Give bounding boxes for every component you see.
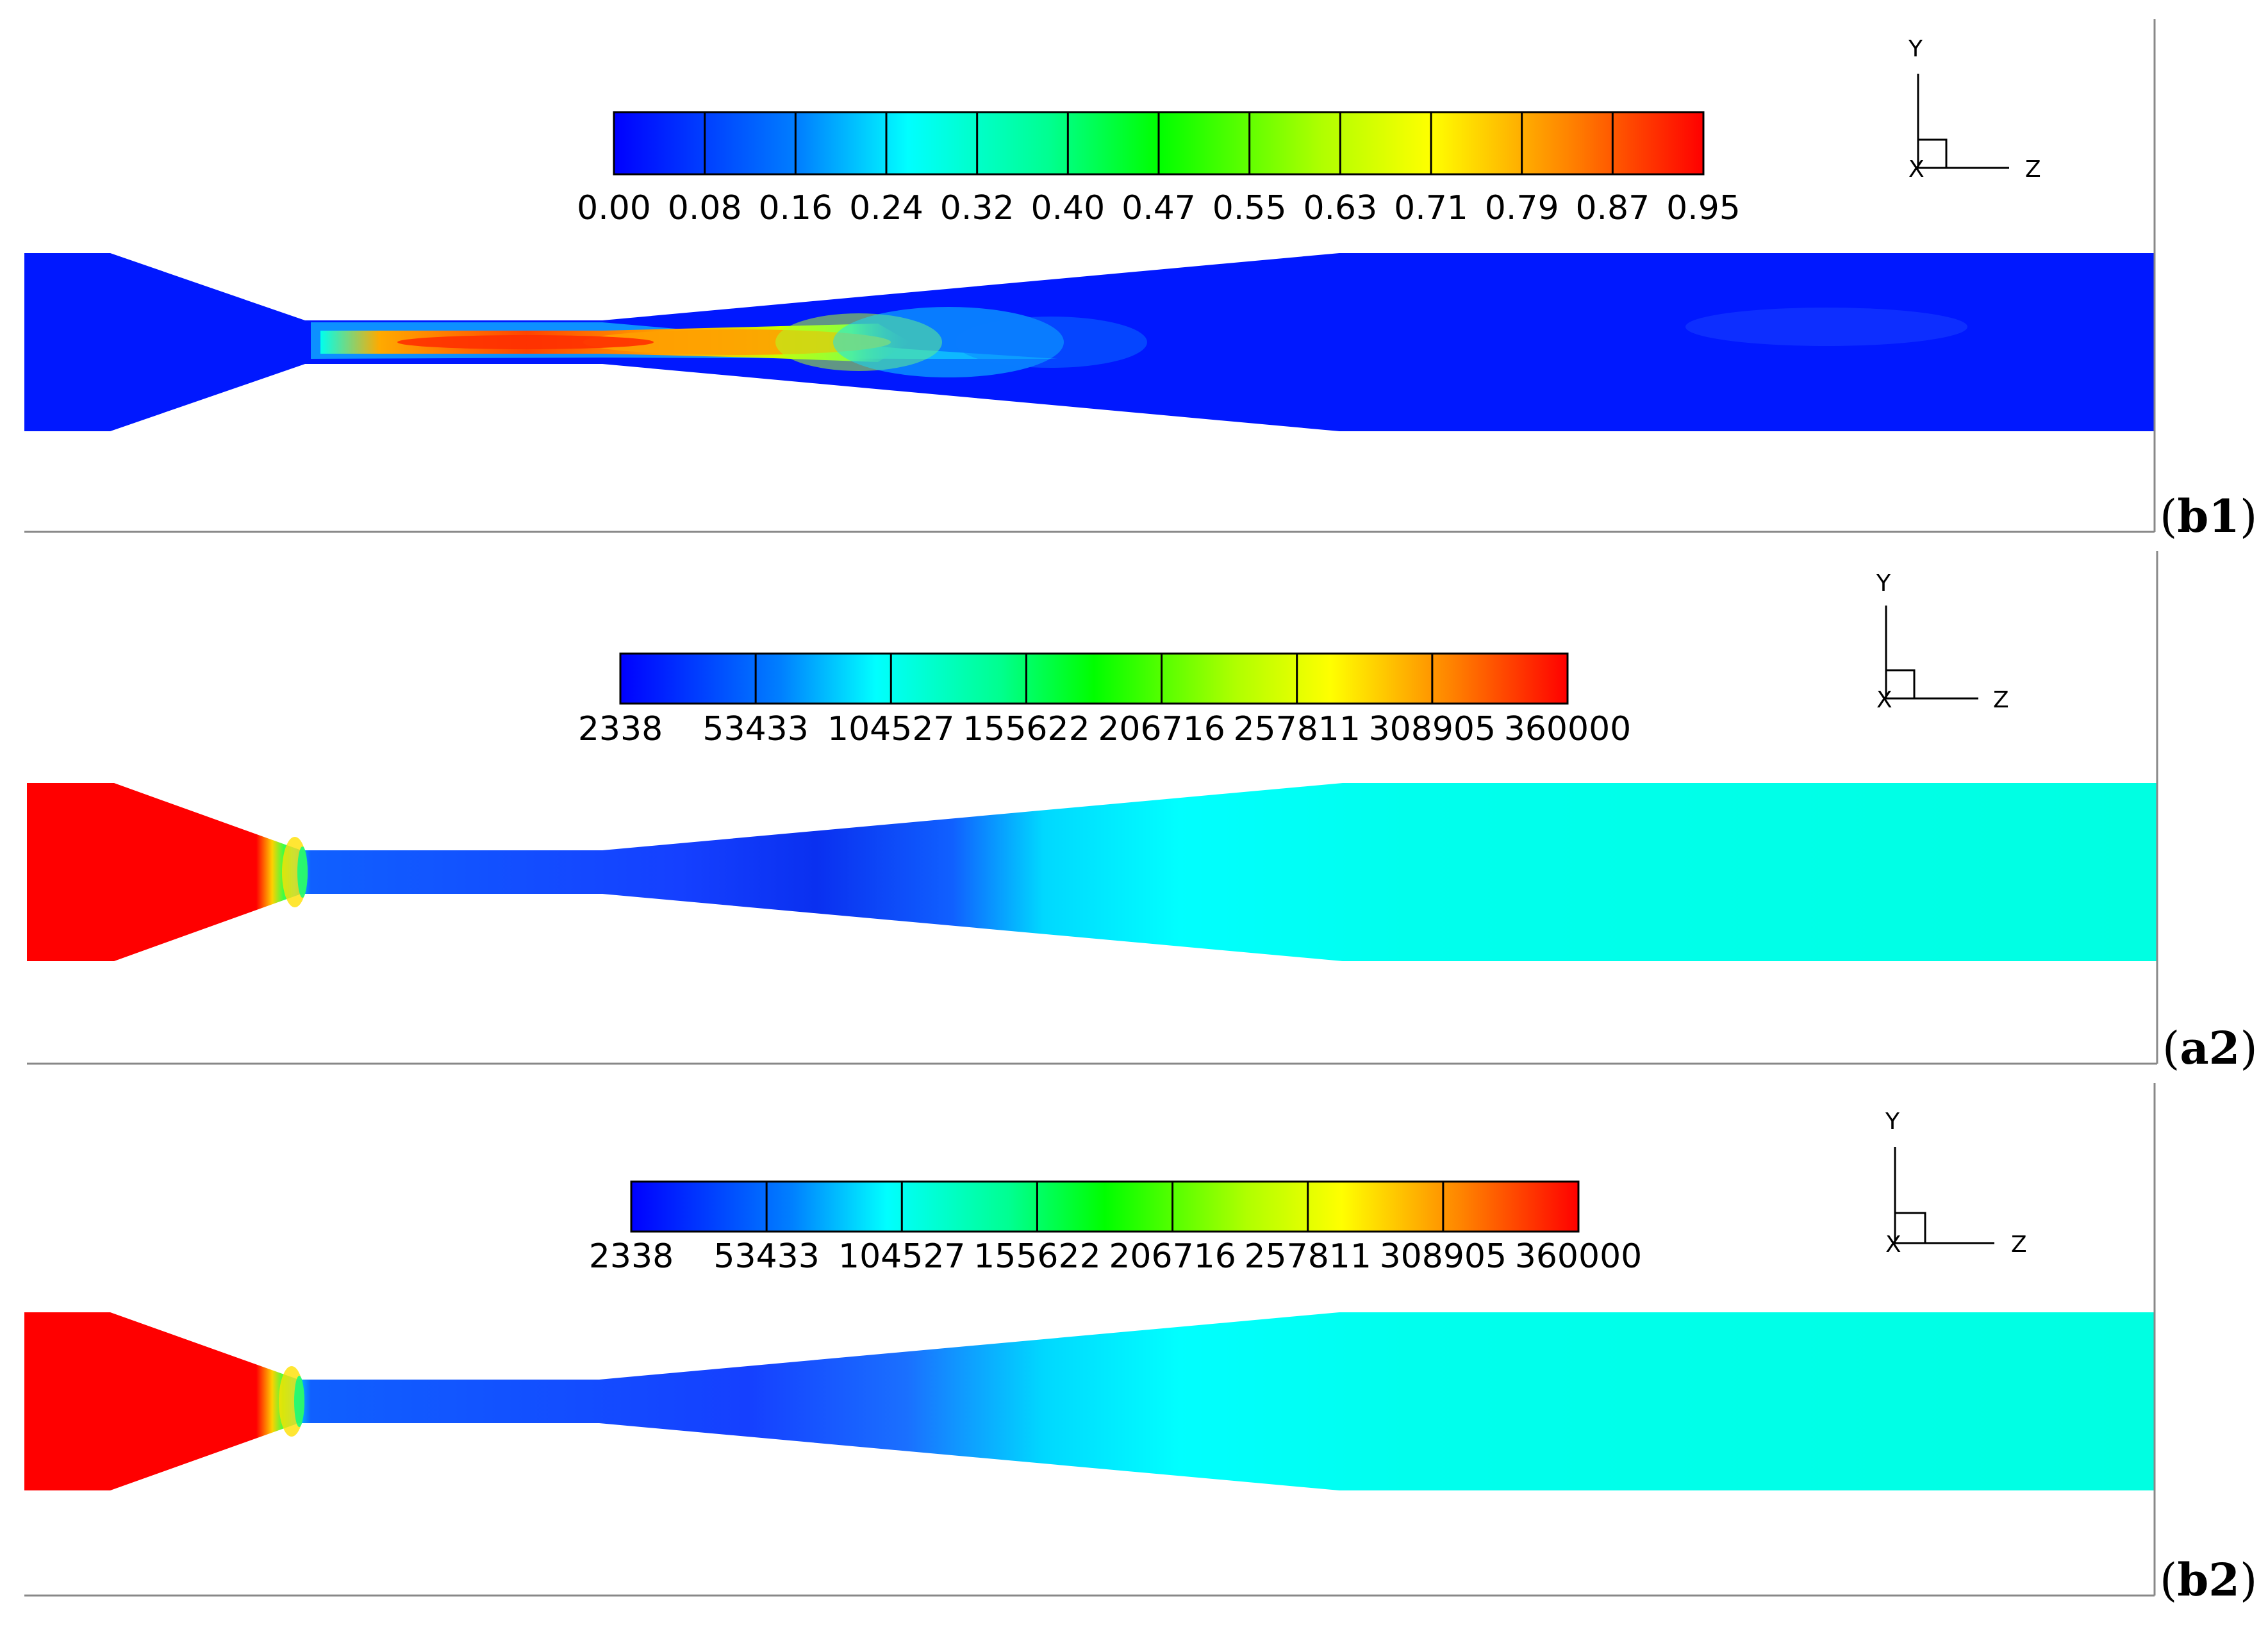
colorbar-tick-label: 360000 [1504,710,1632,748]
colorbar-tick-label: 2338 [589,1237,674,1276]
axis-y-label: Y [1876,570,1891,597]
colorbar-tick-label: 0.79 [1485,189,1559,227]
colorbar-tick-label: 308905 [1380,1237,1507,1276]
colorbar-tick-label: 360000 [1515,1237,1643,1276]
colorbar-tick-labels: 2338 53433 104527 155622 206716 257811 308905 3… [589,1237,1642,1276]
colorbar-gradient [619,652,1569,705]
axis-triad-b1: Y X Z [1908,36,2041,183]
colorbar-dividers [765,1182,1444,1232]
flow-field-b2 [24,1312,2155,1490]
colorbar-tick-label: 0.16 [758,189,832,227]
colorbar-tick-label: 155622 [973,1237,1101,1276]
colorbar-tick-label: 0.87 [1575,189,1650,227]
colorbar-tick-label: 0.40 [1031,189,1105,227]
colorbar-tick-label: 0.55 [1213,189,1287,227]
axis-x-label: X [1876,687,1892,713]
flow-field-b1 [24,253,2155,431]
axis-z-label: Z [1993,687,2009,713]
colorbar-tick-label: 0.32 [940,189,1014,227]
colorbar-tick-label: 206716 [1109,1237,1236,1276]
colorbar-tick-label: 104527 [827,710,955,748]
axis-y-label: Y [1885,1109,1900,1135]
colorbar-tick-label: 0.00 [577,189,651,227]
colorbar-a2: 2338 53433 104527 155622 206716 257811 308905 3… [578,652,1631,748]
colorbar-tick-labels: 2338 53433 104527 155622 206716 257811 308905 3… [578,710,1631,748]
axis-y-label: Y [1908,36,1923,62]
axis-triad-b2: Y X Z [1885,1109,2027,1258]
colorbar-tick-label: 257811 [1233,710,1361,748]
axis-x-label: X [1885,1232,1901,1258]
colorbar-tick-label: 2338 [578,710,663,748]
panel-label-b1: (b1) [2160,490,2257,543]
colorbar-tick-label: 53433 [702,710,808,748]
panel-label-b2: (b2) [2160,1553,2257,1606]
colorbar-b1: 0.00 0.08 0.16 0.24 0.32 0.40 0.47 0.55 0.63 0.71… [577,111,1741,227]
colorbar-tick-label: 0.71 [1394,189,1468,227]
colorbar-tick-label: 0.95 [1666,189,1741,227]
colorbar-dividers [704,112,1614,174]
colorbar-tick-label: 0.47 [1122,189,1196,227]
colorbar-gradient [630,1180,1580,1233]
colorbar-tick-label: 155622 [963,710,1090,748]
flow-field-a2 [27,783,2157,961]
colorbar-tick-label: 0.63 [1303,189,1377,227]
axis-z-label: Z [2025,156,2041,183]
colorbar-tick-label: 308905 [1369,710,1496,748]
panel-b1: 0.00 0.08 0.16 0.24 0.32 0.40 0.47 0.55 0.63 0.71… [24,19,2257,543]
panel-a2: 2338 53433 104527 155622 206716 257811 308905 3… [27,551,2258,1075]
panel-label-a2: (a2) [2162,1021,2258,1075]
axis-x-label: X [1908,156,1924,183]
panel-b2: 2338 53433 104527 155622 206716 257811 308905 3… [24,1083,2257,1606]
colorbar-tick-label: 0.08 [668,189,742,227]
colorbar-tick-label: 257811 [1244,1237,1371,1276]
colorbar-tick-label: 206716 [1098,710,1225,748]
axis-triad-a2: Y X Z [1876,570,2009,713]
colorbar-tick-labels: 0.00 0.08 0.16 0.24 0.32 0.40 0.47 0.55 0.63 0.71… [577,189,1741,227]
axis-z-label: Z [2011,1232,2027,1258]
colorbar-tick-label: 104527 [838,1237,966,1276]
colorbar-tick-label: 53433 [713,1237,819,1276]
colorbar-b2: 2338 53433 104527 155622 206716 257811 308905 3… [589,1180,1642,1276]
colorbar-tick-label: 0.24 [849,189,923,227]
colorbar-dividers [754,654,1434,704]
